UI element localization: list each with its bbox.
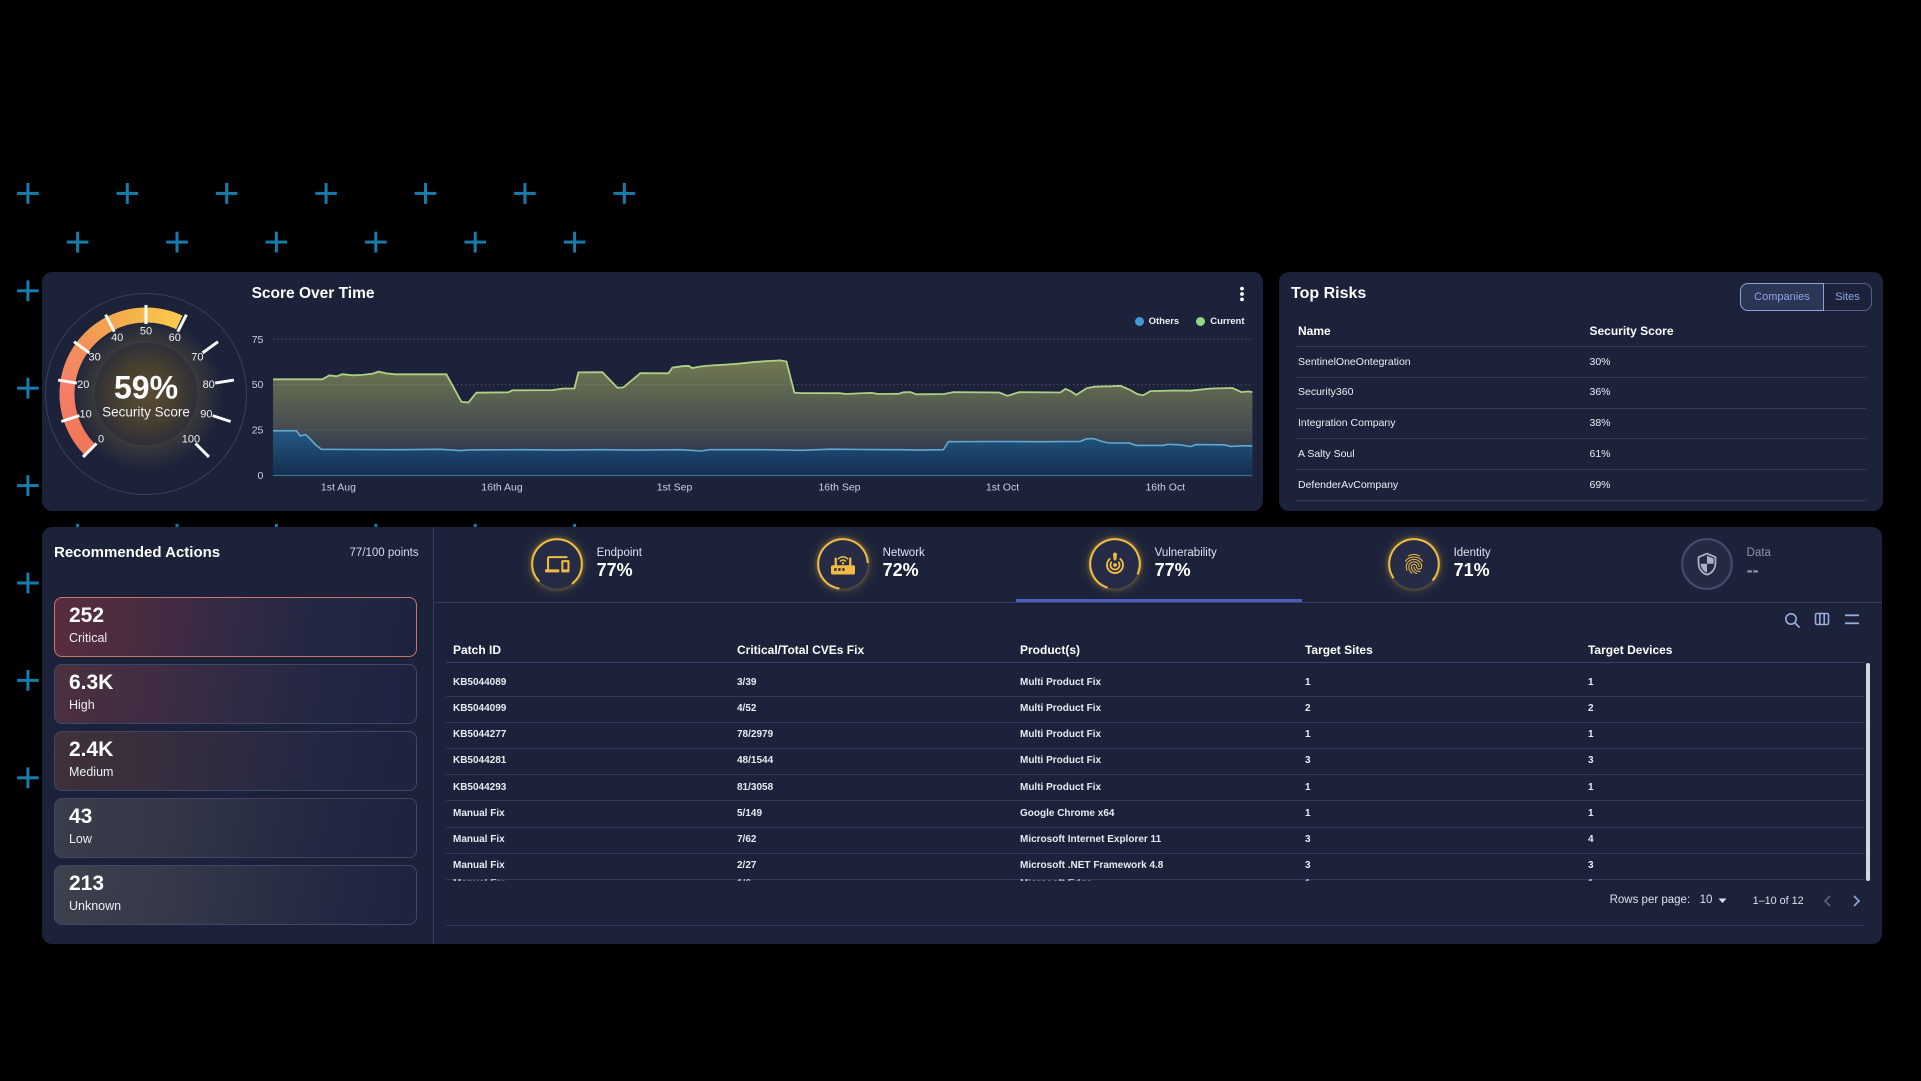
svg-text:20: 20 bbox=[77, 379, 89, 391]
svg-text:1st Sep: 1st Sep bbox=[656, 482, 692, 494]
svg-text:1st Aug: 1st Aug bbox=[320, 482, 355, 494]
svg-text:0: 0 bbox=[98, 434, 104, 446]
svg-text:16th Oct: 16th Oct bbox=[1145, 482, 1185, 494]
svg-text:Security Score: Security Score bbox=[102, 405, 190, 420]
svg-text:40: 40 bbox=[111, 332, 123, 344]
svg-text:60: 60 bbox=[168, 332, 180, 344]
svg-text:70: 70 bbox=[191, 352, 203, 364]
svg-text:50: 50 bbox=[139, 325, 151, 337]
svg-text:100: 100 bbox=[181, 434, 199, 446]
svg-text:0: 0 bbox=[257, 470, 263, 482]
svg-text:16th Sep: 16th Sep bbox=[818, 482, 860, 494]
svg-text:25: 25 bbox=[251, 425, 263, 437]
svg-text:75: 75 bbox=[251, 334, 263, 346]
svg-text:16th Aug: 16th Aug bbox=[481, 482, 523, 494]
svg-text:30: 30 bbox=[88, 352, 100, 364]
svg-text:59%: 59% bbox=[114, 370, 178, 406]
svg-text:50: 50 bbox=[251, 379, 263, 391]
svg-text:80: 80 bbox=[202, 379, 214, 391]
svg-text:10: 10 bbox=[79, 408, 91, 420]
svg-text:90: 90 bbox=[200, 408, 212, 420]
svg-text:1st Oct: 1st Oct bbox=[985, 482, 1018, 494]
